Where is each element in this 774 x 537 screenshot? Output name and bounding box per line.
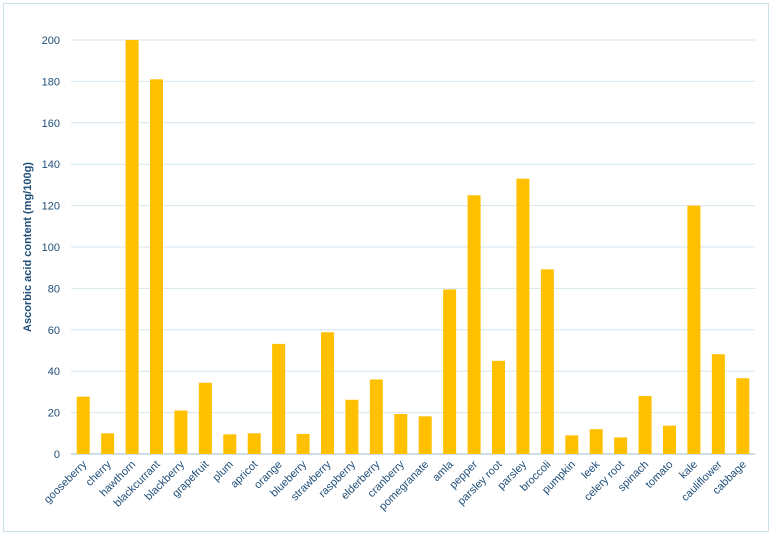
bar-cauliflower [711,354,725,454]
bar-blueberry [296,433,310,454]
y-tick-label: 60 [48,325,60,337]
bar-pomegranate [418,416,432,454]
y-tick-label: 140 [42,159,60,171]
bar-elderberry [369,379,383,454]
bar-parsley-root [492,360,505,454]
bar-blackcurrant [150,79,163,454]
bar-gooseberry [76,396,90,454]
bar-hawthorn [125,40,139,454]
bar-leek [589,429,603,454]
x-tick-label: gooseberry [42,458,90,506]
y-tick-labels: 0 20 40 60 80 100 120 140 160 180 200 [42,35,60,461]
bar-raspberry [345,399,359,454]
y-tick-label: 200 [42,35,60,47]
bar-tomato [663,425,676,454]
y-tick-label: 80 [48,283,60,295]
y-tick-label: 120 [42,201,60,213]
bar-grapefruit [198,382,212,454]
y-tick-label: 0 [54,449,60,461]
y-tick-label: 20 [48,408,60,420]
y-tick-label: 100 [42,242,60,254]
bar-orange [272,343,286,454]
bars [76,40,750,454]
bar-strawberry [321,332,334,454]
bar-blackberry [174,410,188,454]
y-axis-title: Ascorbic acid content (mg/100g) [22,162,34,332]
bar-parsley [516,178,530,454]
y-tick-label: 180 [42,76,60,88]
bar-broccoli [540,269,554,454]
x-tick-label: tomato [643,459,675,491]
x-tick-labels: gooseberrycherryhawthornblackcurrantblac… [42,458,749,513]
bar-pepper [467,195,481,454]
bar-cranberry [394,414,408,454]
gridlines [71,39,755,455]
y-tick-label: 160 [42,118,60,130]
bar-cabbage [736,378,750,454]
bar-celery-root [614,437,628,454]
bar-pumpkin [565,435,579,454]
y-tick-label: 40 [48,366,60,378]
bar-plum [223,434,237,454]
bar-kale [687,205,701,454]
bar-spinach [638,396,652,454]
bar-cherry [101,433,115,454]
bar-amla [443,289,457,454]
bar-apricot [247,433,261,454]
